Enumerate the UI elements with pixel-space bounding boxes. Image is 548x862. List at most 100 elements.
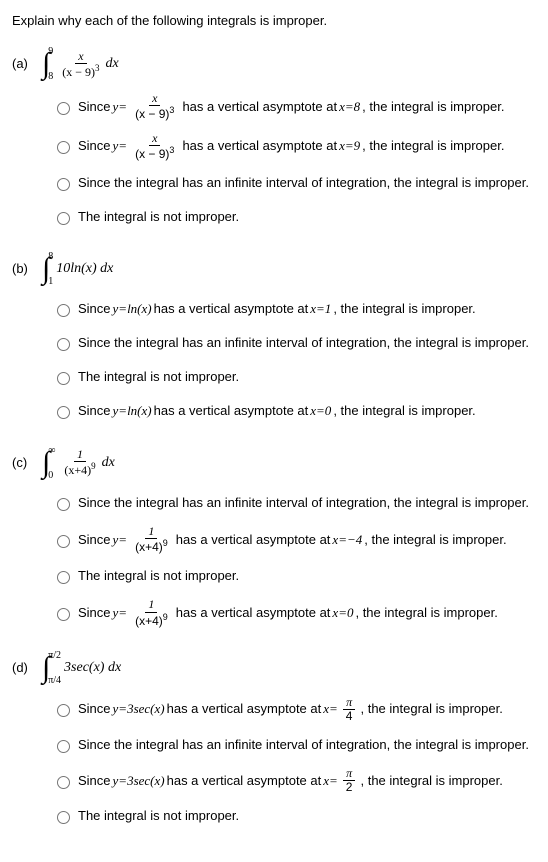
radio-option[interactable] — [57, 102, 70, 115]
integral-symbol: ∫ — [42, 653, 50, 683]
frac-num: x — [75, 50, 86, 64]
frac-den: 2 — [343, 781, 356, 794]
integral-expr: ∫ 9 8 x (x − 9)3 dx — [42, 46, 119, 82]
option-pre: Since — [78, 531, 111, 549]
option-body: Since y=3sec(x) has a vertical asymptote… — [78, 696, 503, 723]
option-tail: , the integral is improper. — [362, 137, 504, 155]
frac-den: (x+4)9 — [61, 462, 98, 477]
option-xval: x=0 — [310, 402, 331, 420]
option-pre: Since — [78, 604, 111, 622]
radio-option[interactable] — [57, 406, 70, 419]
option-body: The integral is not improper. — [78, 807, 239, 825]
answer-option: Since y= x (x − 9)3 has a vertical asymp… — [52, 92, 536, 121]
integrand-post: dx — [102, 453, 115, 473]
problem-block: (a) ∫ 9 8 x (x − 9)3 dx Since y= x (x − … — [12, 46, 536, 229]
option-tail: , the integral is improper. — [333, 300, 475, 318]
answer-option: Since y=3sec(x) has a vertical asymptote… — [52, 767, 536, 794]
radio-option[interactable] — [57, 372, 70, 385]
integral-symbol: ∫ — [42, 49, 50, 79]
answer-option: The integral is not improper. — [52, 804, 536, 828]
option-xpre: x= — [323, 700, 338, 718]
frac-den: (x − 9)3 — [59, 64, 102, 79]
integral-symbol: ∫ — [42, 254, 50, 284]
answer-option: Since y=ln(x) has a vertical asymptote a… — [52, 297, 536, 321]
radio-option[interactable] — [57, 304, 70, 317]
radio-option[interactable] — [57, 535, 70, 548]
option-yfn: y=ln(x) — [113, 402, 152, 420]
option-xval: x=−4 — [332, 531, 362, 549]
answer-option: Since y=3sec(x) has a vertical asymptote… — [52, 696, 536, 723]
frac-num: 1 — [145, 525, 157, 539]
frac-num: π — [343, 767, 355, 781]
frac-num: 1 — [74, 448, 86, 462]
option-pre: Since — [78, 300, 111, 318]
option-post: has a vertical asymptote at — [154, 300, 309, 318]
option-xval: x=1 — [310, 300, 331, 318]
answer-option: The integral is not improper. — [52, 365, 536, 389]
radio-option[interactable] — [57, 571, 70, 584]
integral-expr: ∫ 8 1 10ln(x) dx — [42, 251, 113, 287]
problem-label: (a) — [12, 55, 34, 73]
radio-option[interactable] — [57, 212, 70, 225]
fraction: x (x − 9)3 — [132, 92, 177, 121]
problem-label: (d) — [12, 659, 34, 677]
answer-option: Since the integral has an infinite inter… — [52, 733, 536, 757]
option-pre: Since — [78, 402, 111, 420]
option-post: has a vertical asymptote at — [154, 402, 309, 420]
radio-option[interactable] — [57, 704, 70, 717]
option-yfn: y=ln(x) — [113, 300, 152, 318]
option-pre: Since — [78, 98, 111, 116]
fraction: x (x − 9)3 — [132, 132, 177, 161]
option-xval: x=0 — [332, 604, 353, 622]
option-tail: , the integral is improper. — [333, 402, 475, 420]
problem-header-row: (b) ∫ 8 1 10ln(x) dx — [12, 251, 536, 287]
page-header: Explain why each of the following integr… — [12, 12, 536, 30]
radio-option[interactable] — [57, 811, 70, 824]
option-text: Since the integral has an infinite inter… — [78, 736, 529, 754]
option-text: The integral is not improper. — [78, 807, 239, 825]
frac-den: (x − 9)3 — [132, 146, 177, 161]
option-body: Since y=ln(x) has a vertical asymptote a… — [78, 402, 476, 420]
frac-den: (x+4)9 — [132, 539, 171, 554]
option-body: Since y= 1 (x+4)9 has a vertical asympto… — [78, 598, 498, 627]
option-post: has a vertical asymptote at — [182, 98, 337, 116]
radio-option[interactable] — [57, 178, 70, 191]
option-xval: x=8 — [339, 98, 360, 116]
option-body: The integral is not improper. — [78, 567, 239, 585]
option-yfn: y=3sec(x) — [113, 700, 165, 718]
option-body: Since y=3sec(x) has a vertical asymptote… — [78, 767, 503, 794]
fraction: π 2 — [343, 767, 356, 794]
fraction: 1 (x+4)9 — [132, 598, 171, 627]
radio-option[interactable] — [57, 608, 70, 621]
option-text: The integral is not improper. — [78, 368, 239, 386]
radio-option[interactable] — [57, 498, 70, 511]
option-tail: , the integral is improper. — [355, 604, 497, 622]
option-post: has a vertical asymptote at — [182, 137, 337, 155]
option-tail: , the integral is improper. — [362, 98, 504, 116]
options-group: Since y=ln(x) has a vertical asymptote a… — [52, 297, 536, 423]
radio-option[interactable] — [57, 338, 70, 351]
integrand-post: dx — [105, 54, 118, 74]
problems-container: (a) ∫ 9 8 x (x − 9)3 dx Since y= x (x − … — [12, 46, 536, 828]
option-text: Since the integral has an infinite inter… — [78, 174, 529, 192]
option-post: has a vertical asymptote at — [176, 531, 331, 549]
frac-den: (x − 9)3 — [132, 106, 177, 121]
option-body: The integral is not improper. — [78, 368, 239, 386]
option-yfn: y=3sec(x) — [113, 772, 165, 790]
fraction: 1 (x+4)9 — [61, 448, 98, 477]
answer-option: The integral is not improper. — [52, 564, 536, 588]
problem-block: (d) ∫ π/2 π/4 3sec(x) dx Since y=3sec(x)… — [12, 650, 536, 829]
radio-option[interactable] — [57, 141, 70, 154]
option-xpre: x= — [323, 772, 338, 790]
answer-option: Since the integral has an infinite inter… — [52, 331, 536, 355]
radio-option[interactable] — [57, 740, 70, 753]
answer-option: Since the integral has an infinite inter… — [52, 491, 536, 515]
fraction: x (x − 9)3 — [59, 50, 102, 79]
options-group: Since y= x (x − 9)3 has a vertical asymp… — [52, 92, 536, 229]
problem-block: (b) ∫ 8 1 10ln(x) dx Since y=ln(x) has a… — [12, 251, 536, 423]
option-y: y= — [113, 137, 128, 155]
option-text: The integral is not improper. — [78, 567, 239, 585]
option-body: Since y=ln(x) has a vertical asymptote a… — [78, 300, 476, 318]
option-body: Since the integral has an infinite inter… — [78, 334, 529, 352]
radio-option[interactable] — [57, 776, 70, 789]
